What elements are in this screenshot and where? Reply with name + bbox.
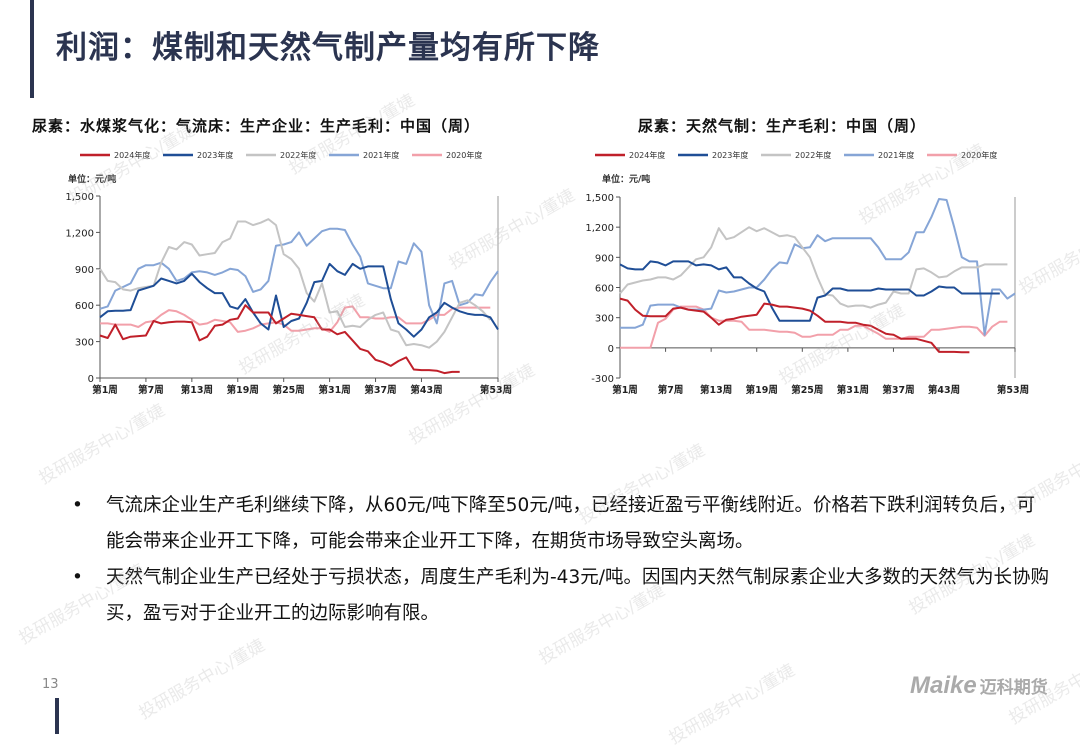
legend-label: 2020年度 xyxy=(961,150,997,160)
unit-label: 单位：元/吨 xyxy=(68,173,116,185)
series-line-2024年度 xyxy=(99,304,460,375)
bullet-list: 气流床企业生产毛利继续下降，从60元/吨下降至50元/吨，已经接近盈亏平衡线附近… xyxy=(72,488,1052,632)
x-tick-label: 第13周 xyxy=(700,384,732,396)
x-tick-label: 第13周 xyxy=(181,384,213,396)
x-tick-label: 第1周 xyxy=(612,384,638,396)
logo-cn: 迈科期货 xyxy=(979,678,1048,698)
series-line-2023年度 xyxy=(99,262,499,338)
legend-label: 2021年度 xyxy=(878,150,914,160)
y-tick-label: 1,500 xyxy=(65,192,94,203)
x-tick-label: 第1周 xyxy=(92,384,118,396)
legend-label: 2022年度 xyxy=(795,150,831,160)
chart-title-left: 尿素：水煤浆气化：气流床：生产企业：生产毛利：中国（周） xyxy=(32,117,481,135)
series-line-2023年度 xyxy=(619,260,1000,322)
x-tick-label: 第53周 xyxy=(480,384,512,396)
series-line-2022年度 xyxy=(619,226,1008,309)
page-number: 13 xyxy=(42,677,59,692)
y-tick-label: 600 xyxy=(75,301,94,312)
x-tick-label: 第25周 xyxy=(791,384,823,396)
x-tick-label: 第25周 xyxy=(273,384,305,396)
x-tick-label: 第31周 xyxy=(318,384,350,396)
x-tick-label: 第37周 xyxy=(364,384,396,396)
watermark: 投研服务中心/董婕 xyxy=(135,635,269,724)
company-logo: Maike 迈科期货 xyxy=(910,672,1048,700)
series-line-2021年度 xyxy=(620,198,1016,336)
x-tick-label: 第19周 xyxy=(746,384,778,396)
logo-brand: Maike xyxy=(910,672,977,699)
bullet-item: 天然气制企业生产已经处于亏损状态，周度生产毛利为-43元/吨。因国内天然气制尿素… xyxy=(72,560,1052,632)
x-tick-label: 第31周 xyxy=(837,384,869,396)
legend-label: 2024年度 xyxy=(114,150,150,160)
series-line-2022年度 xyxy=(99,218,492,349)
legend-label: 2023年度 xyxy=(197,150,233,160)
y-tick-label: 900 xyxy=(595,253,614,264)
y-tick-label: 300 xyxy=(75,338,94,349)
y-tick-label: 900 xyxy=(75,265,94,276)
series-line-2020年度 xyxy=(620,305,1008,349)
series-line-2021年度 xyxy=(99,227,499,325)
title-accent-bar xyxy=(30,0,34,98)
watermark: 投研服务中心/董婕 xyxy=(665,660,799,749)
legend-label: 2022年度 xyxy=(280,150,316,160)
x-tick-label: 第37周 xyxy=(882,384,914,396)
y-tick-label: -300 xyxy=(591,374,614,385)
y-tick-label: 600 xyxy=(595,284,614,295)
bullet-item: 气流床企业生产毛利继续下降，从60元/吨下降至50元/吨，已经接近盈亏平衡线附近… xyxy=(72,488,1052,560)
y-tick-label: 1,200 xyxy=(585,223,614,234)
y-tick-label: 300 xyxy=(595,314,614,325)
y-tick-label: 0 xyxy=(608,344,614,355)
legend-label: 2024年度 xyxy=(629,150,665,160)
x-tick-label: 第43周 xyxy=(928,384,960,396)
x-tick-label: 第19周 xyxy=(227,384,259,396)
x-tick-label: 第7周 xyxy=(138,384,164,396)
y-tick-label: 1,500 xyxy=(585,193,614,204)
unit-label: 单位：元/吨 xyxy=(602,173,650,185)
legend-label: 2023年度 xyxy=(712,150,748,160)
page-title: 利润：煤制和天然气制产量均有所下降 xyxy=(56,30,600,66)
watermark: 投研服务中心/董婕 xyxy=(35,400,169,489)
y-tick-label: 0 xyxy=(88,374,94,385)
series-line-2024年度 xyxy=(619,297,970,354)
x-tick-label: 第7周 xyxy=(658,384,684,396)
legend-label: 2020年度 xyxy=(446,150,482,160)
x-tick-label: 第53周 xyxy=(997,384,1029,396)
chart-title-right: 尿素：天然气制：生产毛利：中国（周） xyxy=(638,117,927,135)
y-tick-label: 1,200 xyxy=(65,228,94,239)
legend-label: 2021年度 xyxy=(363,150,399,160)
footer-accent-bar xyxy=(55,698,59,734)
x-tick-label: 第43周 xyxy=(410,384,442,396)
